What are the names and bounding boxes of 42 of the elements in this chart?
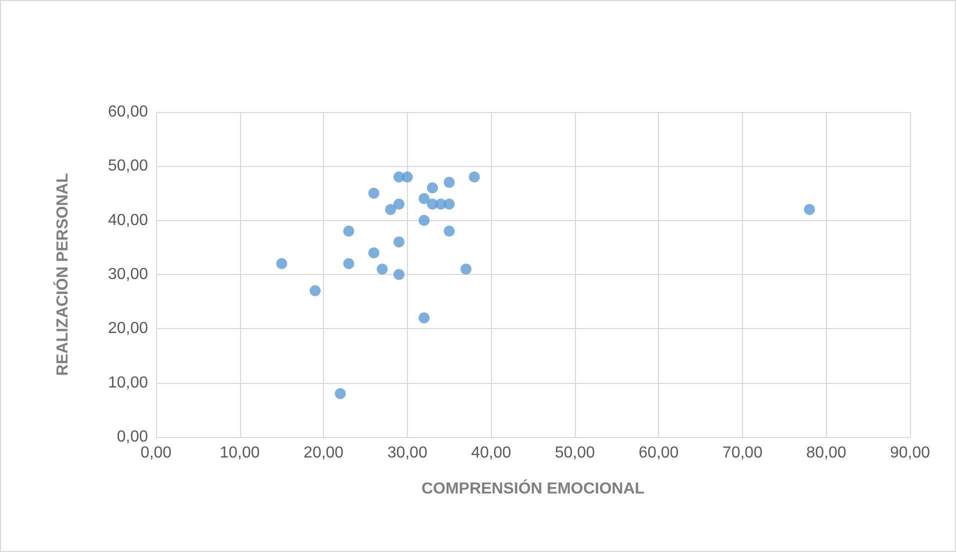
point xyxy=(804,204,815,215)
x-axis-title: COMPRENSIÓN EMOCIONAL xyxy=(421,478,645,498)
x-tick-label: 0,00 xyxy=(140,444,172,462)
point xyxy=(385,204,396,215)
point xyxy=(402,172,413,182)
x-tick-label: 20,00 xyxy=(304,444,344,462)
y-tick-label: 60,00 xyxy=(108,104,148,120)
x-tick-label: 10,00 xyxy=(220,444,260,462)
x-tick-label: 30,00 xyxy=(387,444,428,462)
point xyxy=(343,258,354,270)
point xyxy=(418,312,430,324)
point xyxy=(368,247,380,258)
x-tick-label: 40,00 xyxy=(471,444,512,462)
point xyxy=(468,172,480,182)
y-tick-label: 20,00 xyxy=(108,320,148,338)
point xyxy=(310,285,321,296)
y-axis-title: REALIZACIÓN PERSONAL xyxy=(52,172,72,376)
point xyxy=(376,264,388,275)
point xyxy=(444,176,455,188)
y-tick-label: 40,00 xyxy=(108,212,148,229)
y-tick-label: 0,00 xyxy=(116,428,148,446)
point xyxy=(444,198,455,210)
point xyxy=(444,226,455,237)
x-tick-label: 70,00 xyxy=(722,444,763,462)
y-tick-label: 50,00 xyxy=(108,158,148,175)
point xyxy=(343,226,354,237)
point xyxy=(460,264,472,275)
point xyxy=(393,198,404,210)
y-tick-label: 30,00 xyxy=(108,266,148,283)
point xyxy=(393,269,404,280)
x-tick-label: 50,00 xyxy=(554,444,596,462)
point xyxy=(418,214,430,226)
point xyxy=(276,258,288,270)
point xyxy=(393,236,404,248)
y-tick-label: 10,00 xyxy=(108,374,148,392)
point xyxy=(418,193,430,204)
x-tick-label: 60,00 xyxy=(638,444,679,462)
point xyxy=(368,188,380,199)
point xyxy=(334,388,346,400)
x-tick-label: 90,00 xyxy=(890,444,930,462)
x-tick-label: 80,00 xyxy=(806,444,846,462)
point xyxy=(426,182,438,194)
